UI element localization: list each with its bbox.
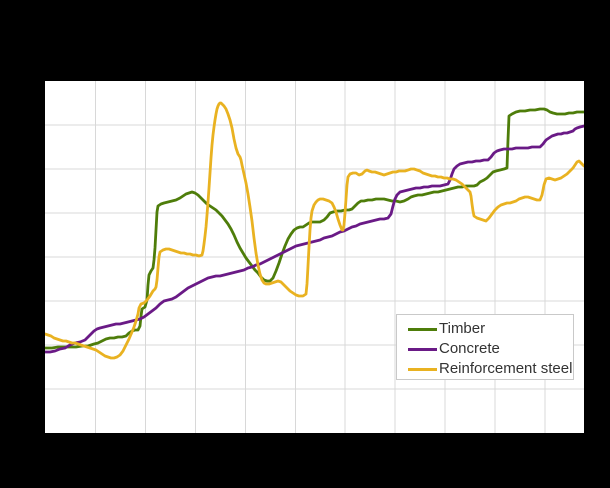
reinforcement-steel-line bbox=[45, 101, 584, 360]
legend-item-concrete[interactable]: Concrete bbox=[408, 339, 573, 359]
legend-label-concrete: Concrete bbox=[439, 340, 500, 357]
timber-line bbox=[45, 107, 584, 350]
legend-label-timber: Timber bbox=[439, 320, 486, 337]
concrete-line-swatch bbox=[408, 347, 437, 351]
plot-area bbox=[45, 81, 584, 433]
concrete-line bbox=[45, 124, 584, 354]
legend-label-reinforcement-steel: Reinforcement steel bbox=[439, 360, 573, 377]
legend-item-timber[interactable]: Timber bbox=[408, 319, 573, 339]
timber-line-swatch bbox=[408, 327, 437, 331]
plot-svg bbox=[45, 81, 584, 433]
reinforcement-steel-line-swatch bbox=[408, 367, 437, 371]
legend-item-reinforcement-steel[interactable]: Reinforcement steel bbox=[408, 359, 573, 379]
legend: Timber Concrete Reinforcement steel bbox=[396, 314, 574, 380]
